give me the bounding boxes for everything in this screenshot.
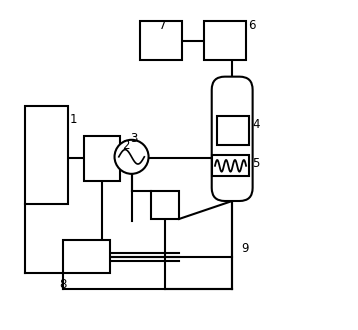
Text: 1: 1 bbox=[69, 113, 77, 126]
Bar bbox=[63, 240, 110, 273]
Text: 9: 9 bbox=[241, 242, 249, 255]
Circle shape bbox=[115, 140, 149, 174]
Bar bbox=[204, 21, 246, 60]
Text: 2: 2 bbox=[122, 139, 129, 152]
Bar bbox=[25, 106, 68, 204]
Text: 6: 6 bbox=[248, 19, 255, 32]
Bar bbox=[84, 136, 120, 182]
Text: 3: 3 bbox=[130, 132, 137, 145]
Text: 8: 8 bbox=[59, 278, 67, 291]
Text: 5: 5 bbox=[253, 157, 260, 170]
Text: 7: 7 bbox=[159, 19, 167, 32]
Bar bbox=[151, 191, 179, 219]
Bar bbox=[140, 21, 182, 60]
Bar bbox=[212, 155, 250, 177]
FancyBboxPatch shape bbox=[212, 77, 253, 201]
Text: 4: 4 bbox=[253, 117, 260, 131]
Bar bbox=[217, 116, 250, 146]
